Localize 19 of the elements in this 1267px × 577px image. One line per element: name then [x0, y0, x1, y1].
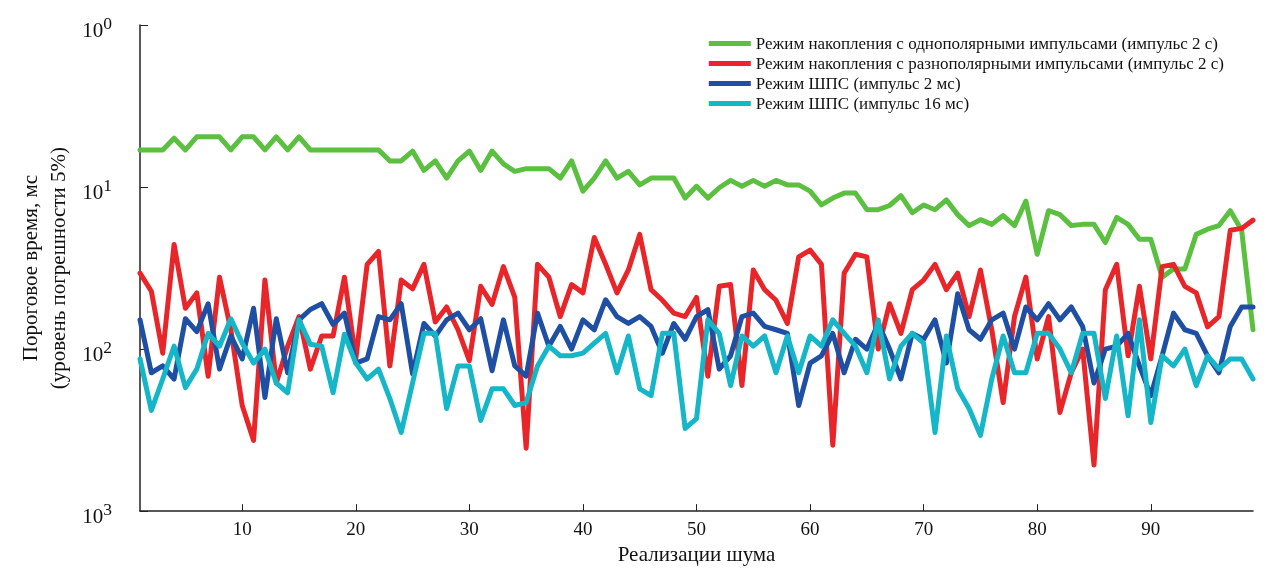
legend-label: Режим ШПС (импульс 2 мс): [755, 74, 961, 93]
legend-label: Режим накопления с однополярными импульсами (импульс 2 с): [755, 34, 1218, 53]
legend-label: Режим накопления с разнополярными импульсами (импульс 2 с): [755, 54, 1224, 73]
y-tick-label: 10$^{0}$: [82, 12, 112, 42]
x-tick-label: 10: [232, 518, 252, 540]
y-axis-title: Пороговое время, мс (уровень погрешности 5%): [18, 146, 70, 390]
x-tick-label: 30: [459, 518, 479, 540]
legend-label: Режим ШПС (импульс 16 мс): [755, 94, 970, 113]
x-tick-label: 40: [573, 518, 593, 540]
x-tick-label: 60: [800, 518, 820, 540]
x-tick-label: 80: [1027, 518, 1047, 540]
y-tick-label: 10$^{3}$: [82, 498, 112, 529]
y-tick-label: 10$^{1}$: [82, 174, 112, 205]
x-tick-label: 90: [1141, 518, 1161, 540]
x-tick-label: 50: [687, 518, 706, 540]
x-tick-label: 20: [346, 518, 366, 540]
y-tick-label: 10$^{2}$: [82, 336, 112, 367]
x-axis-title: Реализации шума: [617, 541, 776, 566]
x-tick-label: 70: [914, 518, 934, 540]
